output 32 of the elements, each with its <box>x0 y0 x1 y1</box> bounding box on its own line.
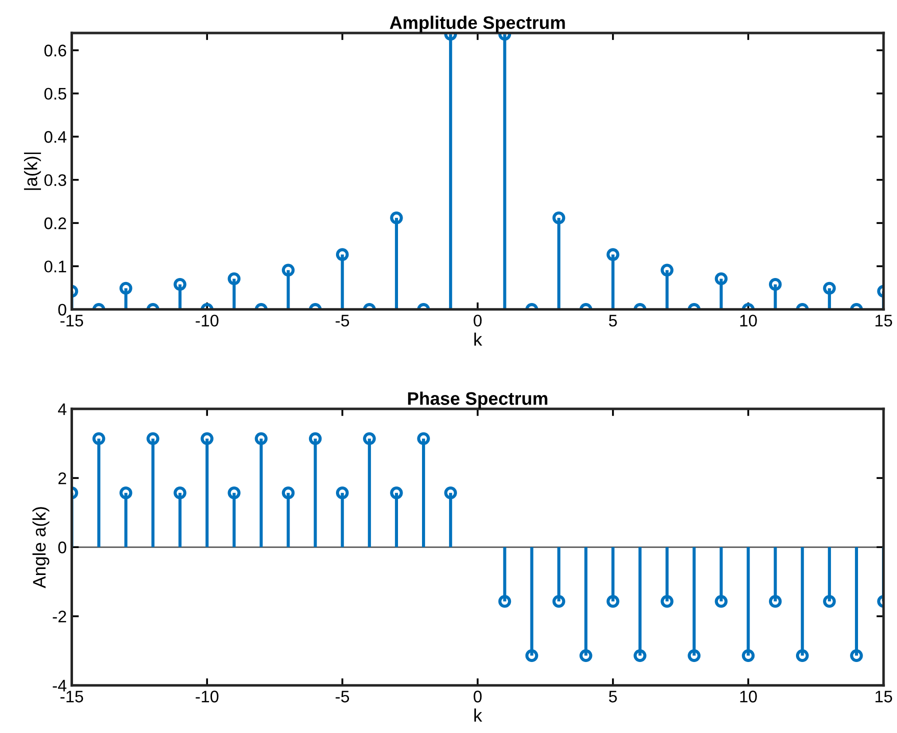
y-tick-label: 0.4 <box>44 131 66 143</box>
x-axis-title: k <box>474 708 482 722</box>
y-tick-label: 0.2 <box>44 217 66 230</box>
y-axis-title: |a(k)| <box>24 152 41 190</box>
x-tick-label: -15 <box>60 314 84 327</box>
y-tick-label: 2 <box>58 472 66 484</box>
x-tick-label: 15 <box>876 314 892 327</box>
x-tick-label: 10 <box>740 690 757 702</box>
chart-title: Amplitude Spectrum <box>390 16 565 33</box>
chart-title: Phase Spectrum <box>408 392 548 409</box>
x-tick-label: 15 <box>876 690 892 702</box>
x-tick-label: 5 <box>608 314 617 327</box>
x-tick-label: -5 <box>336 690 350 702</box>
y-tick-label: 0.5 <box>44 88 66 100</box>
y-tick-label: 4 <box>58 404 66 415</box>
x-tick-label: 5 <box>608 690 617 702</box>
x-tick-label: 0 <box>474 690 482 702</box>
y-tick-label: 0.3 <box>44 174 66 186</box>
x-tick-label: -5 <box>336 314 350 327</box>
y-tick-label: 0 <box>58 304 66 316</box>
x-tick-label: 0 <box>474 314 482 327</box>
y-tick-label: 0.1 <box>44 260 66 272</box>
y-tick-label: 0 <box>58 542 66 554</box>
x-tick-label: -10 <box>196 314 218 327</box>
y-tick-label: -2 <box>52 610 66 622</box>
x-axis-title: k <box>474 332 482 346</box>
x-tick-label: -15 <box>60 690 84 702</box>
y-axis-title: Angle a(k) <box>32 507 50 588</box>
x-tick-label: -10 <box>196 690 218 702</box>
y-tick-label: 0.6 <box>44 44 66 56</box>
x-tick-label: 10 <box>740 314 757 327</box>
y-tick-label: -4 <box>52 680 66 692</box>
